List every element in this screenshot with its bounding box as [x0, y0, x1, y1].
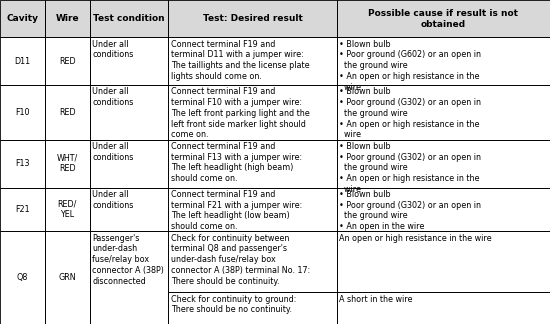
Text: Under all
conditions: Under all conditions	[92, 40, 134, 59]
Text: Connect terminal F19 and
terminal F10 with a jumper wire:
The left front parking: Connect terminal F19 and terminal F10 wi…	[171, 87, 310, 139]
Text: Check for continuity between
terminal Q8 and passenger's
under-dash fuse/relay b: Check for continuity between terminal Q8…	[171, 234, 310, 285]
Bar	[45, 140, 90, 188]
Bar	[0, 231, 45, 324]
Text: GRN: GRN	[58, 273, 76, 282]
Text: Check for continuity to ground:
There should be no continuity.: Check for continuity to ground: There sh…	[171, 295, 296, 314]
Bar	[168, 188, 337, 231]
Bar	[168, 37, 337, 85]
Text: Connect terminal F19 and
terminal D11 with a jumper wire:
The taillights and the: Connect terminal F19 and terminal D11 wi…	[171, 40, 310, 81]
Text: Test: Desired result: Test: Desired result	[202, 14, 302, 23]
Text: • Blown bulb
• Poor ground (G302) or an open in
  the ground wire
• An open or h: • Blown bulb • Poor ground (G302) or an …	[339, 142, 481, 194]
Bar	[90, 140, 168, 188]
Text: RED/
YEL: RED/ YEL	[58, 200, 77, 219]
Bar	[337, 140, 550, 188]
Bar	[0, 37, 45, 85]
Bar	[337, 37, 550, 85]
Bar	[90, 0, 168, 37]
Bar	[90, 37, 168, 85]
Text: F21: F21	[15, 205, 30, 214]
Bar	[337, 231, 550, 292]
Text: RED: RED	[59, 108, 76, 117]
Text: Wire: Wire	[56, 14, 79, 23]
Bar	[90, 85, 168, 140]
Text: F10: F10	[15, 108, 30, 117]
Bar	[90, 188, 168, 231]
Bar	[337, 0, 550, 37]
Text: Connect terminal F19 and
terminal F21 with a jumper wire:
The left headlight (lo: Connect terminal F19 and terminal F21 wi…	[171, 190, 302, 231]
Bar	[168, 0, 337, 37]
Text: Q8: Q8	[17, 273, 28, 282]
Bar	[168, 140, 337, 188]
Bar	[168, 292, 337, 324]
Bar	[168, 0, 337, 37]
Bar	[0, 188, 45, 231]
Text: D11: D11	[14, 57, 31, 66]
Bar	[0, 0, 45, 37]
Text: • Blown bulb
• Poor ground (G302) or an open in
  the ground wire
• An open or h: • Blown bulb • Poor ground (G302) or an …	[339, 87, 481, 139]
Text: Under all
conditions: Under all conditions	[92, 142, 134, 162]
Bar	[0, 140, 45, 188]
Text: Passenger's
under-dash
fuse/relay box
connector A (38P)
disconnected: Passenger's under-dash fuse/relay box co…	[92, 234, 164, 285]
Bar	[168, 85, 337, 140]
Bar	[45, 37, 90, 85]
Text: WHT/
RED: WHT/ RED	[57, 154, 78, 173]
Text: An open or high resistance in the wire: An open or high resistance in the wire	[339, 234, 492, 243]
Bar	[337, 85, 550, 140]
Bar	[45, 0, 90, 37]
Bar	[0, 0, 45, 37]
Text: Possible cause if result is not
obtained: Possible cause if result is not obtained	[368, 9, 518, 29]
Text: Test condition: Test condition	[93, 14, 165, 23]
Text: Connect terminal F19 and
terminal F13 with a jumper wire:
The left headlight (hi: Connect terminal F19 and terminal F13 wi…	[171, 142, 302, 183]
Bar	[45, 188, 90, 231]
Text: A short in the wire: A short in the wire	[339, 295, 413, 304]
Text: Cavity: Cavity	[7, 14, 39, 23]
Bar	[337, 292, 550, 324]
Bar	[0, 85, 45, 140]
Bar	[168, 231, 337, 292]
Text: • Blown bulb
• Poor ground (G302) or an open in
  the ground wire
• An open in t: • Blown bulb • Poor ground (G302) or an …	[339, 190, 481, 231]
Bar	[45, 0, 90, 37]
Text: Under all
conditions: Under all conditions	[92, 190, 134, 210]
Bar	[337, 0, 550, 37]
Text: F13: F13	[15, 159, 30, 168]
Text: • Blown bulb
• Poor ground (G602) or an open in
  the ground wire
• An open or h: • Blown bulb • Poor ground (G602) or an …	[339, 40, 481, 91]
Bar	[90, 231, 168, 324]
Bar	[45, 231, 90, 324]
Text: RED: RED	[59, 57, 76, 66]
Bar	[90, 0, 168, 37]
Bar	[337, 188, 550, 231]
Text: Under all
conditions: Under all conditions	[92, 87, 134, 107]
Bar	[45, 85, 90, 140]
